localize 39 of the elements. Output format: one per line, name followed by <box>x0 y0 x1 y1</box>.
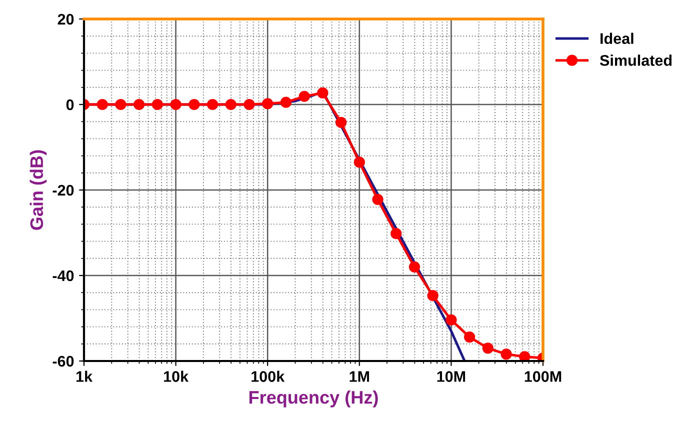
y-tick-label: -20 <box>52 184 74 196</box>
x-axis-title: Frequency (Hz) <box>250 390 378 408</box>
point <box>317 87 328 99</box>
x-tick-label: 100M <box>524 371 562 382</box>
point <box>372 194 384 205</box>
x-tick-label: 1k <box>76 370 93 382</box>
legend-label: Simulated <box>600 54 672 66</box>
point <box>354 156 365 168</box>
y-tick-label: -60 <box>52 356 74 367</box>
legend-label: Ideal <box>600 32 634 44</box>
point <box>408 261 420 273</box>
x-tick-label: 10k <box>164 370 189 382</box>
point <box>280 96 292 108</box>
point <box>225 98 236 110</box>
x-tick-label: 10M <box>437 371 466 382</box>
point <box>262 98 274 110</box>
y-axis-title: Gain (dB) <box>30 150 47 230</box>
point <box>170 98 182 110</box>
point <box>482 342 494 354</box>
point <box>206 98 218 110</box>
point <box>464 332 476 343</box>
point <box>115 98 126 110</box>
point <box>298 90 310 102</box>
point <box>188 98 200 110</box>
point <box>335 116 347 128</box>
x-tick-label: 1M <box>350 371 369 382</box>
point <box>96 98 108 110</box>
point <box>244 98 255 110</box>
y-tick-label: -40 <box>52 270 74 282</box>
point <box>446 314 457 326</box>
point <box>390 228 402 240</box>
point <box>500 348 512 360</box>
point <box>427 290 438 302</box>
y-tick-label: 0 <box>66 99 74 110</box>
point <box>134 98 145 110</box>
x-tick-label: 100k <box>252 370 285 382</box>
point <box>519 351 530 361</box>
point <box>152 98 163 110</box>
y-tick-label: 20 <box>58 14 74 25</box>
